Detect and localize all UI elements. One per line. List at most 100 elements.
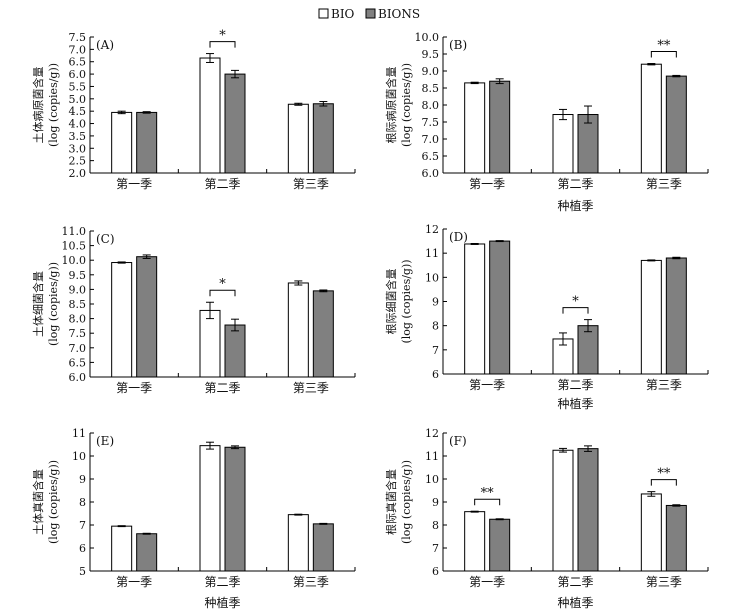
bar-bions [489,80,511,174]
significance-bracket [474,498,501,506]
bar-bions [489,240,511,375]
x-axis-title: 种植季 [204,595,240,610]
y-axis-unit: (log (copies/g)) [400,460,413,544]
bar-bions [312,523,334,572]
y-tick-label: 4.5 [69,105,87,118]
significance-label: * [219,277,226,292]
panel-tag: (D) [449,230,468,244]
bar-bio [464,243,486,375]
bar-bions [224,324,246,378]
significance-bracket [650,51,677,58]
y-tick-label: 10 [425,271,439,284]
y-tick-label: 7.0 [422,133,440,146]
bar-bio [640,63,662,174]
y-tick-label: 9 [432,496,439,509]
panel-tag: (B) [449,38,467,52]
bar-bio [464,511,486,572]
y-tick-label: 7.0 [69,43,87,56]
bar-bio [199,309,221,378]
bar-bio [287,514,309,572]
y-tick-label: 6.0 [69,371,87,384]
y-tick-label: 10 [72,450,86,463]
y-tick-label: 7 [432,542,439,555]
y-tick-label: 5.0 [69,93,87,106]
y-axis-unit: (log (copies/g)) [47,262,60,346]
y-tick-label: 8 [432,519,439,532]
bar-bions [312,290,334,378]
y-tick-label: 7.0 [69,342,87,355]
y-tick-label: 6.5 [422,150,440,163]
y-axis-title: 根际病原菌含量 [384,67,398,144]
bar-bio [111,525,133,572]
bar-bio [552,114,574,174]
legend-label-bio: BIO [331,7,355,21]
y-tick-label: 8 [432,320,439,333]
panel-4: 6 7 8 9 10 11 12 (D) 根际细菌含量 (log (copies/g)) 第一季 第二… [384,223,709,411]
y-tick-label: 9.0 [422,65,440,78]
y-tick-label: 6.5 [69,356,87,369]
panel-tag: (A) [96,38,114,52]
y-axis-unit: (log (copies/g)) [400,63,413,147]
y-tick-label: 2.0 [69,167,87,180]
y-tick-label: 10 [425,473,439,486]
y-tick-label: 11.0 [62,225,87,238]
bar-bio [199,57,221,174]
y-tick-label: 6.0 [69,68,87,81]
bar-bions [577,325,599,375]
y-tick-label: 7.5 [69,31,87,44]
significance-label: * [219,29,226,44]
x-tick-label: 第三季 [293,575,329,589]
x-tick-label: 第二季 [204,177,240,191]
significance-bracket [209,289,236,297]
bar-bio [111,111,133,174]
x-tick-label: 第三季 [293,177,329,191]
y-tick-label: 3.5 [69,130,87,143]
significance-bracket [209,41,236,48]
significance-label: * [572,295,579,310]
y-tick-label: 8.0 [422,99,440,112]
x-axis-title: 种植季 [557,198,593,213]
bar-bio [640,493,662,572]
x-tick-label: 第三季 [293,381,329,395]
x-tick-label: 第一季 [116,575,152,589]
bar-bions [224,73,246,174]
y-axis-title: 土体病原菌含量 [31,67,45,144]
y-tick-label: 9.5 [69,269,87,282]
x-tick-label: 第三季 [646,177,682,191]
panel-tag: (C) [96,232,115,246]
panel-2: 6.0 6.5 7.0 7.5 8.0 8.5 9.0 9.5 10.0 (B) 根际病原菌含量 (l… [384,31,709,213]
y-axis-unit: (log (copies/g)) [47,460,60,544]
y-tick-label: 6 [432,565,439,578]
legend: BIO BIONS [318,7,420,21]
y-tick-label: 8.5 [422,82,440,95]
x-tick-label: 第一季 [116,381,152,395]
legend-swatch-bio [318,8,329,19]
panel-tag: (F) [449,434,467,448]
y-tick-label: 3.0 [69,142,87,155]
y-tick-label: 7 [79,519,86,532]
panel-6: 6 7 8 9 10 11 12 (F) 根际真菌含量 (log (copies/g)) 第一季 第二… [384,427,709,610]
x-tick-label: 第三季 [646,378,682,392]
bar-bions [489,518,511,572]
y-tick-label: 6 [432,368,439,381]
y-axis-title: 根际真菌含量 [384,469,398,535]
bar-bio [199,445,221,572]
y-tick-label: 7 [432,344,439,357]
y-tick-label: 10.0 [415,31,440,44]
bar-bions [665,504,687,572]
x-tick-label: 第一季 [469,177,505,191]
x-tick-label: 第一季 [116,177,152,191]
y-tick-label: 9 [432,296,439,309]
significance-bracket [650,479,677,486]
significance-bracket [562,307,589,314]
x-tick-label: 第一季 [469,378,505,392]
bar-bio [287,282,309,378]
y-tick-label: 2.5 [69,155,87,168]
panel-1: 2.02.53.03.54.04.55.05.56.06.57.07.5 (A) 土… [31,29,356,191]
y-tick-label: 9 [79,473,86,486]
significance-label: ** [657,467,671,482]
bar-bions [312,103,334,174]
y-tick-label: 12 [425,223,439,236]
x-tick-label: 第三季 [646,575,682,589]
